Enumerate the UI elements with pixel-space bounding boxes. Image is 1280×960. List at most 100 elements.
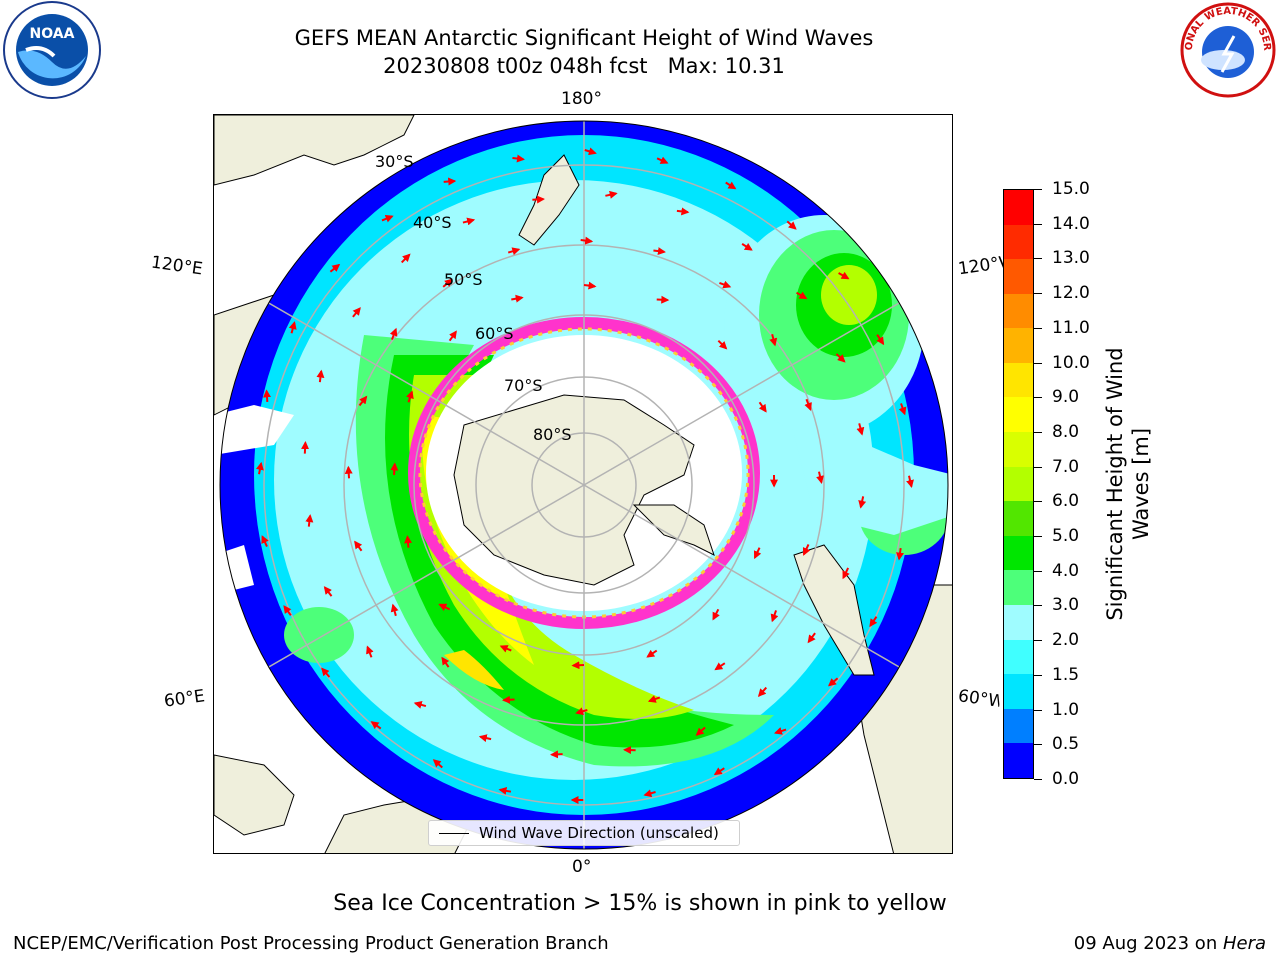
wave-direction-arrow [753,547,762,560]
wave-direction-arrow [413,701,427,709]
lat-label-40s: 40°S [413,213,452,232]
colorbar-title-line-1: Significant Height of Wind [1103,347,1127,621]
wave-direction-arrow [695,726,706,736]
wave-direction-arrow [769,333,778,347]
colorbar-segment [1004,224,1033,260]
wave-direction-arrow [816,471,824,484]
wave-direction-arrow [583,281,597,290]
colorbar-tick-mark [1034,709,1042,711]
wave-direction-arrow [656,156,669,164]
colorbar-segment [1004,570,1033,606]
colorbar-tick-mark [1034,466,1042,468]
lon-label-120w: 120°W [956,252,1010,280]
wave-direction-arrow [404,535,413,548]
wave-direction-arrow [835,353,846,363]
wave-direction-arrow [501,695,515,704]
colorbar-tick-label: 5.0 [1052,526,1080,547]
colorbar-tick-mark [1034,779,1042,780]
wave-direction-arrow [876,334,885,346]
wave-direction-arrow [283,605,292,616]
colorbar-tick-label: 1.5 [1052,664,1080,685]
colorbar-tick-label: 14.0 [1052,213,1090,234]
wave-direction-arrow [390,603,399,617]
colorbar-segment [1004,259,1033,294]
colorbar-segment [1004,362,1033,398]
wave-direction-arrow [255,461,264,475]
lon-label-60e: 60°E [162,686,207,712]
colorbar-title-line-2: Waves [m] [1129,427,1153,541]
wave-direction-arrow [802,544,811,556]
wave-direction-arrow [580,236,594,245]
wave-direction-arrow [725,181,737,190]
wave-direction-arrow [717,339,728,350]
colorbar-tick-label: 10.0 [1052,352,1090,373]
wave-direction-arrow [443,177,457,186]
wave-direction-arrow [906,475,914,489]
wave-direction-arrow [584,147,597,156]
wave-direction-arrow [512,154,525,163]
colorbar-segment [1004,432,1033,467]
colorbar [1003,189,1034,779]
wave-direction-arrow [713,767,725,776]
polar-map [213,114,953,854]
colorbar-tick-mark [1034,431,1042,433]
wave-direction-arrow [354,540,363,552]
wave-direction-arrow [358,395,368,407]
colorbar-tick-label: 11.0 [1052,317,1090,338]
wave-direction-arrow [714,662,726,671]
chart-title-line-1: GEFS MEAN Antarctic Significant Height o… [294,26,874,50]
wave-direction-arrow [381,214,394,223]
legend-line-sample [439,833,469,834]
meridian-line [583,224,948,486]
chart-title-line-2: 20230808 t00z 048h fcst Max: 10.31 [383,54,785,78]
lat-label-70s: 70°S [504,376,543,395]
lat-label-50s: 50°S [444,270,483,289]
colorbar-tick-label: 8.0 [1052,421,1080,442]
wave-direction-arrow [438,603,451,611]
colorbar-tick-label: 13.0 [1052,248,1090,269]
credit-date: 09 Aug 2023 on [1073,933,1223,954]
wave-direction-arrow [498,786,512,795]
colorbar-segment [1004,605,1033,640]
lat-label-80s: 80°S [533,425,572,444]
wave-direction-arrow [442,278,453,288]
colorbar-tick-label: 15.0 [1052,179,1090,199]
credit-machine: Hera [1222,933,1266,954]
wave-direction-arrow [462,217,476,226]
lon-label-120e: 120°E [149,252,204,280]
wave-direction-arrow [856,423,865,436]
wave-direction-arrow [575,707,588,716]
wave-direction-arrow [838,271,850,280]
wave-direction-arrow [804,398,812,411]
colorbar-segment [1004,189,1033,225]
wave-direction-arrow [647,695,661,703]
wave-direction-arrow [646,649,658,658]
colorbar-tick-mark [1034,640,1042,642]
wind-wave-direction-arrows [255,147,914,805]
colorbar-tick-mark [1034,536,1042,538]
wave-direction-arrow [511,294,524,303]
wave-direction-arrow [898,403,907,416]
lat-label-30s: 30°S [375,152,414,171]
wave-direction-arrow [261,535,269,547]
colorbar-tick-mark [1034,258,1042,260]
wave-direction-arrow [366,645,374,658]
map-legend: Wind Wave Direction (unscaled) [428,820,740,846]
colorbar-tick-label: 0.0 [1052,769,1080,789]
graticule [220,121,948,849]
wave-direction-arrow [329,263,341,273]
wave-direction-arrow [389,327,398,340]
colorbar-segment [1004,708,1033,744]
colorbar-tick-mark [1034,327,1042,329]
colorbar-tick-mark [1034,605,1042,607]
wave-direction-arrow [406,390,414,403]
colorbar-tick-label: 0.5 [1052,734,1080,755]
wave-direction-arrow [656,295,670,304]
wave-direction-arrow [758,401,767,413]
wave-direction-arrow [448,330,457,342]
wave-direction-arrow [741,242,753,251]
colorbar-segment [1004,501,1033,536]
wave-direction-arrow [305,514,314,527]
noaa-logo-text: NOAA [30,26,75,42]
meridian-line [583,484,948,746]
